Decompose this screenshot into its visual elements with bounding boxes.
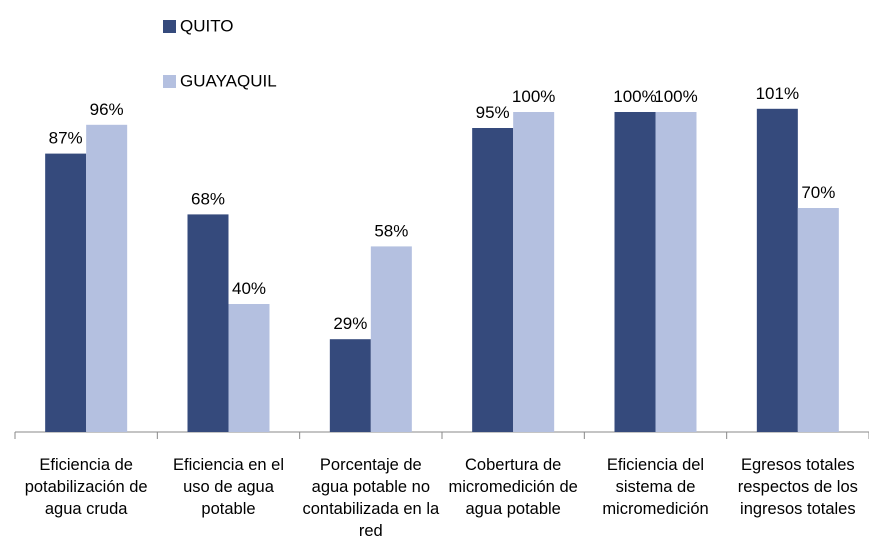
legend-label: QUITO	[180, 16, 234, 35]
bar	[45, 153, 87, 432]
legend-swatch	[163, 20, 176, 33]
x-tick-label: Eficiencia en el uso de agua potable	[173, 456, 284, 518]
value-label: 95%	[476, 103, 510, 122]
bar	[756, 108, 798, 433]
bar	[86, 124, 128, 433]
bar	[614, 112, 656, 432]
x-tick-label: Cobertura de micromedición de agua potab…	[448, 456, 578, 518]
value-label: 100%	[613, 87, 656, 106]
x-tick-label: Egresos totales respectos de los ingreso…	[737, 456, 858, 518]
value-label: 100%	[654, 87, 697, 106]
legend-swatch	[163, 75, 176, 88]
value-label: 87%	[49, 129, 83, 148]
value-label: 100%	[512, 87, 555, 106]
value-label: 68%	[191, 189, 225, 208]
bar	[329, 339, 371, 432]
value-label: 96%	[90, 100, 124, 119]
value-label: 40%	[232, 279, 266, 298]
bar	[370, 246, 412, 432]
bar	[655, 112, 697, 432]
value-label: 29%	[333, 314, 367, 333]
x-tick-label: Porcentaje de agua potable no contabiliz…	[302, 456, 440, 540]
bar	[187, 214, 229, 432]
value-label: 70%	[801, 183, 835, 202]
bar	[228, 304, 270, 432]
bar	[472, 128, 514, 432]
x-tick-label: Eficiencia del sistema de micromedición	[602, 456, 709, 518]
x-tick-label: Eficiencia de potabilización de agua cru…	[24, 456, 148, 518]
value-label: 101%	[756, 84, 799, 103]
bar	[513, 112, 555, 432]
bar	[797, 208, 839, 432]
value-label: 58%	[374, 221, 408, 240]
legend-label: GUAYAQUIL	[180, 71, 277, 90]
